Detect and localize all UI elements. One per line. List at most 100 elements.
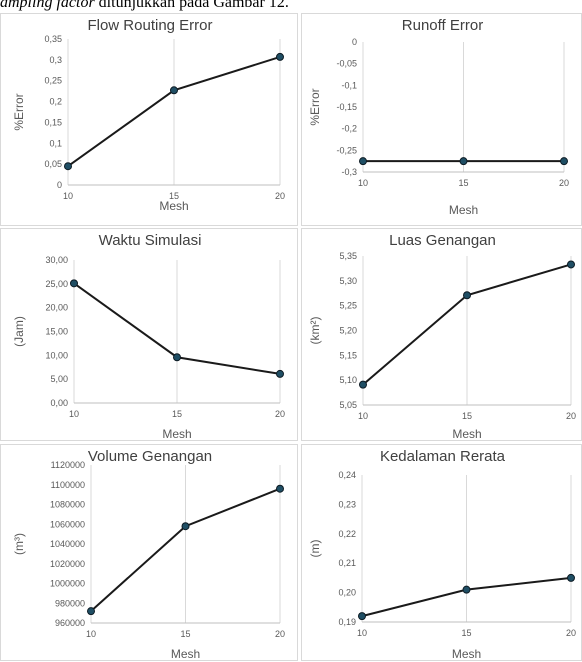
y-tick-label-0-3: 0,3 xyxy=(49,55,62,65)
x-tick-label-15: 15 xyxy=(458,178,468,188)
y-tick-label-0-25: 0,25 xyxy=(44,76,62,86)
y-tick-label-1040000: 1040000 xyxy=(50,539,85,549)
chart-svg: Flow Routing Error 0 0,05 0,1 0,15 0,2 0,25 0,3… xyxy=(12,17,285,213)
y-tick-label-5-25: 5,25 xyxy=(339,301,357,311)
x-tick-label-10: 10 xyxy=(63,191,73,201)
x-tick-label-10: 10 xyxy=(358,411,368,421)
data-point-mesh-10 xyxy=(358,612,366,621)
y-tick-label-980000: 980000 xyxy=(55,598,85,608)
y-axis-label: %Error xyxy=(12,93,26,130)
data-point-mesh-15 xyxy=(462,585,471,594)
data-point-mesh-15 xyxy=(170,86,178,95)
x-tick-label-15: 15 xyxy=(169,191,179,201)
y-tick-label-0-19: 0,19 xyxy=(338,617,356,627)
x-axis-label: Mesh xyxy=(452,647,481,661)
chart-runoff-error: Runoff Error -0,3 -0,25 -0,2 -0,15 -0,1 -0,05 0… xyxy=(301,13,582,226)
y-tick-label-5-00: 5,00 xyxy=(50,374,68,384)
y-tick-label-0-05: 0,05 xyxy=(44,159,62,169)
chart-title: Volume Genangan xyxy=(88,448,212,465)
data-point-mesh-20 xyxy=(567,573,575,582)
x-tick-label-20: 20 xyxy=(566,411,576,421)
x-tick-label-15: 15 xyxy=(461,628,471,638)
y-tick-label-1000000: 1000000 xyxy=(50,579,85,589)
y-tick-label-0-23: 0,23 xyxy=(338,499,356,509)
x-tick-label-15: 15 xyxy=(462,411,472,421)
y-tick-label-1060000: 1060000 xyxy=(50,519,85,529)
data-point-mesh-10 xyxy=(359,157,367,166)
x-tick-label-10: 10 xyxy=(86,629,96,639)
data-point-mesh-10 xyxy=(87,607,95,616)
y-axis-label: (m) xyxy=(308,540,322,558)
x-tick-label-10: 10 xyxy=(357,628,367,638)
y-tick-label-5-20: 5,20 xyxy=(339,326,357,336)
x-tick-label-20: 20 xyxy=(275,629,285,639)
y-tick-label-0-24: 0,24 xyxy=(338,470,356,480)
y-tick-label--0-25: -0,25 xyxy=(336,145,357,155)
y-tick-label-5-05: 5,05 xyxy=(339,400,357,410)
y-tick-label-0-15: 0,15 xyxy=(44,117,62,127)
x-axis-label: Mesh xyxy=(159,199,188,213)
data-point-mesh-20 xyxy=(560,157,568,166)
caption-text: ditunjukkan pada Gambar 12. xyxy=(94,0,289,11)
x-axis-label: Mesh xyxy=(162,427,191,441)
data-point-mesh-20 xyxy=(567,260,575,269)
chart-flow-routing-error: Flow Routing Error 0 0,05 0,1 0,15 0,2 0,25 0,3… xyxy=(0,13,298,226)
y-tick-label--0-3: -0,3 xyxy=(341,167,357,177)
chart-volume-genangan: Volume Genangan 960000 980000 1000000 102000… xyxy=(0,444,298,661)
y-axis-label: %Error xyxy=(308,88,322,125)
chart-title: Runoff Error xyxy=(402,17,483,34)
y-axis-label: (m³) xyxy=(12,533,26,555)
x-tick-label-20: 20 xyxy=(566,628,576,638)
y-tick-label-0: 0 xyxy=(352,37,357,47)
y-tick-label-0-20: 0,20 xyxy=(338,588,356,598)
data-point-mesh-10 xyxy=(64,162,72,171)
chart-svg: Volume Genangan 960000 980000 1000000 102000… xyxy=(12,448,285,661)
y-tick-label-20-00: 20,00 xyxy=(45,303,68,313)
y-tick-label--0-15: -0,15 xyxy=(336,102,357,112)
y-tick-label-0-00: 0,00 xyxy=(50,398,68,408)
chart-kedalaman-rerata: Kedalaman Rerata 0,19 0,20 0,21 0,22 0,23 0,24… xyxy=(301,444,582,661)
y-tick-label-960000: 960000 xyxy=(55,618,85,628)
x-axis-label: Mesh xyxy=(452,427,481,441)
chart-title: Luas Genangan xyxy=(389,232,496,249)
y-tick-label-0: 0 xyxy=(57,180,62,190)
y-axis-label: (km²) xyxy=(308,317,322,345)
y-tick-label-0-21: 0,21 xyxy=(338,558,356,568)
y-tick-label-1120000: 1120000 xyxy=(51,460,85,470)
chart-svg: Kedalaman Rerata 0,19 0,20 0,21 0,22 0,23 0,24… xyxy=(308,448,576,661)
y-tick-label-0-1: 0,1 xyxy=(49,138,62,148)
chart-luas-genangan: Luas Genangan 5,05 5,10 5,15 5,20 5,25 5,30 5,3… xyxy=(301,228,582,441)
x-tick-label-10: 10 xyxy=(358,178,368,188)
data-point-mesh-20 xyxy=(276,484,284,493)
chart-svg: Luas Genangan 5,05 5,10 5,15 5,20 5,25 5,30 5,3… xyxy=(308,232,576,441)
x-tick-label-15: 15 xyxy=(180,629,190,639)
y-tick-label--0-2: -0,2 xyxy=(341,124,357,134)
chart-title: Waktu Simulasi xyxy=(99,232,202,249)
data-point-mesh-15 xyxy=(459,157,468,166)
figure-caption: ampling factor ditunjukkan pada Gambar 1… xyxy=(0,0,582,16)
y-tick-label-15-00: 15,00 xyxy=(45,327,68,337)
data-point-mesh-20 xyxy=(276,52,284,61)
y-tick-label--0-1: -0,1 xyxy=(341,80,357,90)
y-tick-label-5-35: 5,35 xyxy=(339,251,357,261)
y-tick-label-1100000: 1100000 xyxy=(51,480,85,490)
y-tick-label-0-22: 0,22 xyxy=(338,529,356,539)
data-point-mesh-15 xyxy=(181,522,190,531)
data-point-mesh-10 xyxy=(70,279,78,288)
chart-title: Kedalaman Rerata xyxy=(380,448,506,465)
y-tick-label--0-05: -0,05 xyxy=(336,59,357,69)
chart-waktu-simulasi: Waktu Simulasi 0,00 5,00 10,00 15,00 20,00 25,… xyxy=(0,228,298,441)
x-axis-label: Mesh xyxy=(171,647,200,661)
x-tick-label-15: 15 xyxy=(172,409,182,419)
y-tick-label-1080000: 1080000 xyxy=(50,500,85,510)
x-tick-label-20: 20 xyxy=(275,409,285,419)
chart-title: Flow Routing Error xyxy=(87,17,212,34)
y-tick-label-5-10: 5,10 xyxy=(339,375,357,385)
y-tick-label-5-30: 5,30 xyxy=(339,276,357,286)
x-tick-label-20: 20 xyxy=(559,178,569,188)
y-tick-label-1020000: 1020000 xyxy=(50,559,85,569)
caption-italic: ampling factor xyxy=(0,0,95,11)
data-point-mesh-15 xyxy=(463,291,471,300)
data-point-mesh-10 xyxy=(359,380,367,389)
y-tick-label-0-35: 0,35 xyxy=(44,34,62,44)
